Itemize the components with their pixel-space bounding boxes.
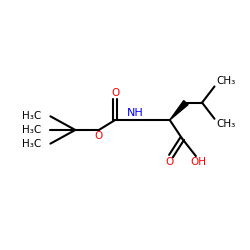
Text: CH₃: CH₃: [216, 119, 236, 129]
Text: H₃C: H₃C: [22, 111, 41, 121]
Text: O: O: [165, 157, 173, 167]
Text: OH: OH: [191, 157, 207, 167]
Text: O: O: [95, 131, 103, 141]
Text: H₃C: H₃C: [22, 125, 41, 135]
Text: NH: NH: [126, 108, 143, 118]
Text: H₃C: H₃C: [22, 139, 41, 149]
Text: O: O: [111, 88, 119, 99]
Text: CH₃: CH₃: [216, 76, 236, 86]
Polygon shape: [170, 100, 188, 120]
